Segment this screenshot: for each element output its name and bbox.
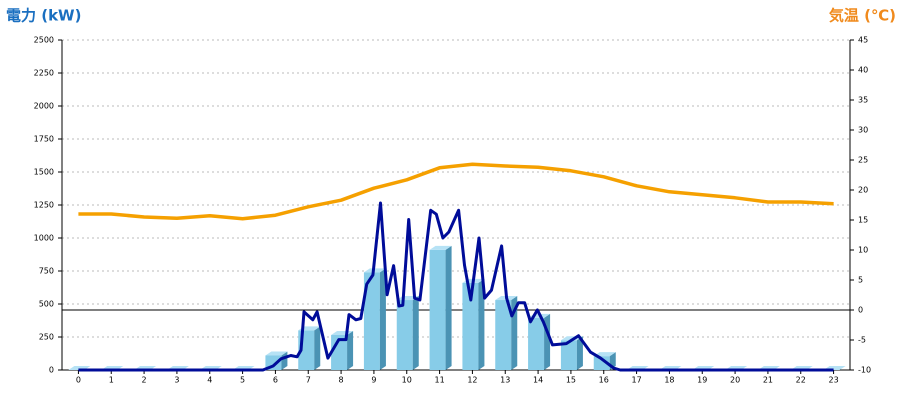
- x-tick-label: 4: [207, 376, 212, 385]
- x-tick-label: 5: [240, 376, 245, 385]
- x-tick-label: 17: [631, 376, 641, 385]
- bar: [265, 351, 288, 370]
- line: [78, 201, 834, 372]
- bar-side: [576, 336, 583, 370]
- x-tick-label: 19: [697, 376, 707, 385]
- bar-top: [363, 268, 386, 273]
- bar: [495, 296, 518, 370]
- y-tick-label: 1500: [34, 168, 54, 177]
- x-tick-label: 16: [599, 376, 609, 385]
- bar-top: [429, 245, 452, 250]
- bar-top: [265, 351, 288, 356]
- x-tick-label: 14: [533, 376, 543, 385]
- y-axis-title: 電力 (kW): [6, 7, 81, 25]
- x-tick-label: 0: [76, 376, 81, 385]
- y2-tick-label: 30: [858, 126, 868, 135]
- y2-tick-label: 35: [858, 96, 868, 105]
- bar-front: [363, 272, 380, 370]
- x-tick-label: 23: [828, 376, 838, 385]
- y-tick-label: 1250: [34, 201, 54, 210]
- x-tick-label: 20: [730, 376, 740, 385]
- bar-front: [528, 317, 545, 370]
- x-tick-label: 6: [273, 376, 278, 385]
- y-tick-label: 2000: [34, 102, 54, 111]
- y-tick-label: 1750: [34, 135, 54, 144]
- y2-tick-label: -5: [858, 336, 866, 345]
- x-tick-label: 13: [500, 376, 510, 385]
- y-tick-label: 1000: [34, 234, 54, 243]
- bar: [429, 245, 452, 370]
- x-tick-label: 11: [434, 376, 444, 385]
- bar-side: [412, 296, 419, 370]
- bar-side: [347, 331, 354, 370]
- x-tick-label: 12: [467, 376, 477, 385]
- y-tick-label: 500: [39, 300, 54, 309]
- bar: [462, 278, 485, 370]
- x-tick-label: 10: [402, 376, 412, 385]
- bar-front: [462, 282, 479, 370]
- bar-front: [560, 340, 577, 370]
- bar-front: [593, 356, 610, 370]
- y2-tick-label: 15: [858, 216, 868, 225]
- y2-tick-label: 0: [858, 306, 863, 315]
- x-tick-label: 21: [763, 376, 773, 385]
- bar-top: [593, 352, 616, 357]
- bar-front: [396, 300, 413, 370]
- y2-tick-label: 5: [858, 276, 863, 285]
- bar-side: [445, 245, 452, 370]
- x-tick-label: 2: [142, 376, 147, 385]
- y2-tick-label: -10: [858, 366, 871, 375]
- bar-side: [379, 268, 386, 370]
- y2-tick-label: 40: [858, 66, 868, 75]
- line: [78, 162, 834, 221]
- x-tick-label: 8: [339, 376, 344, 385]
- y2-tick-label: 10: [858, 246, 868, 255]
- y2-tick-label: 20: [858, 186, 868, 195]
- bar-front: [429, 249, 446, 370]
- y-tick-label: 750: [39, 267, 54, 276]
- x-tick-label: 1: [109, 376, 114, 385]
- y-tick-label: 0: [49, 366, 54, 375]
- bar-side: [478, 278, 485, 370]
- x-tick-label: 15: [566, 376, 576, 385]
- y2-tick-label: 45: [858, 36, 868, 45]
- y-tick-label: 2500: [34, 36, 54, 45]
- y2-tick-label: 25: [858, 156, 868, 165]
- y2-axis-title: 気温 (℃): [829, 7, 896, 25]
- bar-side: [314, 326, 321, 370]
- bar-front: [495, 300, 512, 370]
- y-tick-label: 2250: [34, 69, 54, 78]
- bar: [331, 331, 354, 370]
- y-tick-label: 250: [39, 333, 54, 342]
- x-tick-label: 18: [664, 376, 674, 385]
- x-tick-label: 3: [174, 376, 179, 385]
- bar: [528, 313, 551, 370]
- x-tick-label: 7: [306, 376, 311, 385]
- x-tick-label: 9: [371, 376, 376, 385]
- x-tick-label: 22: [796, 376, 806, 385]
- bar: [363, 268, 386, 370]
